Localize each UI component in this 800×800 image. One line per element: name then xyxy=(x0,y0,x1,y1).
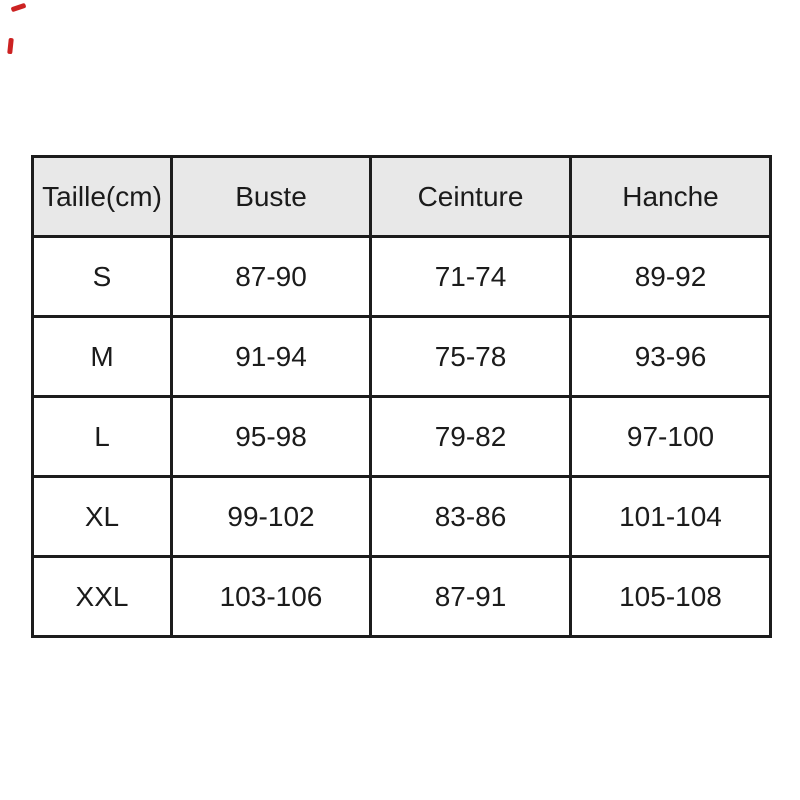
measurement-cell: 87-91 xyxy=(369,555,572,638)
header-row: Taille(cm) Buste Ceinture Hanche xyxy=(31,155,772,238)
column-header-taille: Taille(cm) xyxy=(31,155,173,238)
measurement-cell: 101-104 xyxy=(569,475,772,558)
table-row-xl: XL 99-102 83-86 101-104 xyxy=(31,475,772,558)
table-row-xxl: XXL 103-106 87-91 105-108 xyxy=(31,555,772,638)
measurement-cell: 93-96 xyxy=(569,315,772,398)
measurement-cell: 105-108 xyxy=(569,555,772,638)
column-header-ceinture: Ceinture xyxy=(369,155,572,238)
measurement-cell: 87-90 xyxy=(170,235,372,318)
measurement-cell: 99-102 xyxy=(170,475,372,558)
measurement-cell: 79-82 xyxy=(369,395,572,478)
measurement-cell: 97-100 xyxy=(569,395,772,478)
size-label: XL xyxy=(31,475,173,558)
size-label: M xyxy=(31,315,173,398)
measurement-cell: 75-78 xyxy=(369,315,572,398)
size-chart-table: Taille(cm) Buste Ceinture Hanche S 87-90… xyxy=(31,155,772,638)
table-row-m: M 91-94 75-78 93-96 xyxy=(31,315,772,398)
measurement-cell: 71-74 xyxy=(369,235,572,318)
red-artifact-mark-left xyxy=(7,37,14,55)
measurement-cell: 89-92 xyxy=(569,235,772,318)
measurement-cell: 103-106 xyxy=(170,555,372,638)
table-row-s: S 87-90 71-74 89-92 xyxy=(31,235,772,318)
red-artifact-mark-top xyxy=(10,2,27,13)
size-label: XXL xyxy=(31,555,173,638)
measurement-cell: 95-98 xyxy=(170,395,372,478)
measurement-cell: 83-86 xyxy=(369,475,572,558)
measurement-cell: 91-94 xyxy=(170,315,372,398)
size-label: L xyxy=(31,395,173,478)
table-row-l: L 95-98 79-82 97-100 xyxy=(31,395,772,478)
column-header-hanche: Hanche xyxy=(569,155,772,238)
column-header-buste: Buste xyxy=(170,155,372,238)
size-label: S xyxy=(31,235,173,318)
